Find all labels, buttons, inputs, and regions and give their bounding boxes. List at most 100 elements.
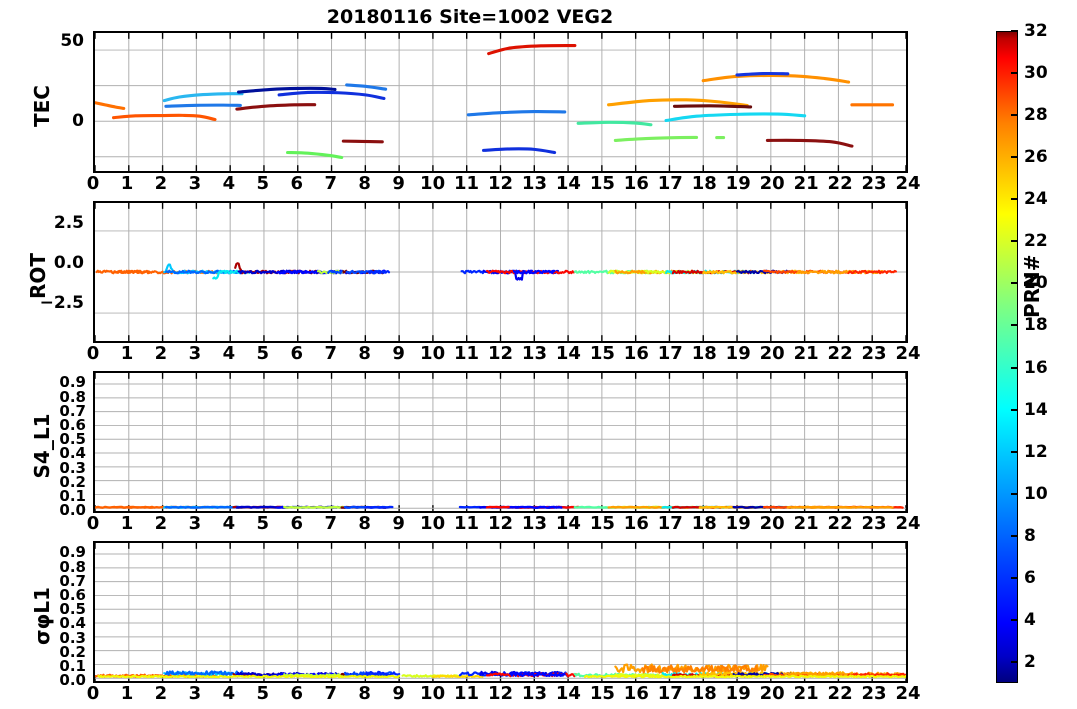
tec-series-line: [235, 103, 317, 111]
xtick-label: 8: [358, 683, 371, 704]
s4l1-series-line: [786, 505, 894, 509]
s4l1-ytick: 0.9: [59, 373, 86, 392]
s4l1-ytick: 0.0: [59, 501, 86, 520]
xtick-label: 2: [154, 343, 168, 364]
xtick-label: 12: [487, 343, 514, 364]
xtick-label: 6: [290, 173, 304, 194]
xtick-label: 17: [657, 343, 683, 364]
xtick-label: 16: [623, 173, 649, 194]
sigmaphi-ytick: 0.0: [59, 671, 86, 690]
xtick-label: 18: [691, 513, 717, 534]
xtick-label: 11: [454, 683, 480, 704]
xtick-label: 13: [521, 683, 547, 704]
xtick-label: 2: [154, 513, 168, 534]
colorbar-tickmark: [1011, 660, 1018, 663]
xtick-label: 0: [86, 683, 100, 704]
xtick-label: 24: [895, 173, 921, 194]
s4l1-series-line: [164, 505, 244, 509]
xtick-label: 24: [895, 513, 921, 534]
tec-ytick-0: 0: [72, 111, 84, 131]
tec-series-line: [286, 150, 344, 160]
figure-title: 20180116 Site=1002 VEG2: [326, 6, 614, 28]
tec-xtick-labels: 0 1 2 3 4 5 6 7 8 9 10 11 12 13 14 15 16 17 18 19 20 21 22 23 24: [87, 173, 921, 197]
s4l1-ytick: 0.4: [59, 444, 86, 463]
s4l1-ytick: 0.7: [59, 401, 86, 420]
tec-series-line: [664, 112, 807, 123]
xtick-label: 19: [725, 683, 751, 704]
s4l1-ytick: 0.6: [59, 415, 86, 434]
xtick-label: 1: [120, 683, 134, 704]
xtick-label: 2: [154, 173, 168, 194]
xtick-label: 23: [861, 173, 887, 194]
tec-series-line: [162, 92, 244, 103]
colorbar-tick-label: 16: [1024, 357, 1048, 378]
xtick-label: 11: [454, 513, 480, 534]
tec-series-line: [466, 109, 567, 117]
colorbar-gradient: [996, 31, 1018, 683]
xtick-label: 6: [290, 513, 304, 534]
xtick-label: 20: [759, 173, 785, 194]
sigmaphi-ytick: 0.5: [59, 600, 86, 619]
xtick-label: 9: [392, 513, 405, 534]
xtick-label: 8: [358, 343, 371, 364]
colorbar-tick-label: 20: [1024, 273, 1048, 294]
xtick-label: 8: [358, 513, 371, 534]
xtick-label: 5: [256, 683, 270, 704]
xtick-label: 11: [454, 173, 480, 194]
tec-series-line: [701, 73, 851, 84]
colorbar-tickmark: [1011, 576, 1018, 579]
colorbar-tickmark: [1011, 240, 1018, 243]
tec-series-line: [735, 71, 790, 77]
xtick-label: 21: [793, 513, 819, 534]
xtick-label: 4: [222, 513, 236, 534]
colorbar-tickmark: [1011, 450, 1018, 453]
xtick-label: 20: [759, 343, 785, 364]
colorbar-label: PRN#: [1020, 254, 1044, 318]
xtick-label: 18: [691, 683, 717, 704]
xtick-label: 13: [521, 513, 547, 534]
rot-ytick-m25: −2.5: [39, 293, 84, 313]
xtick-label: 15: [589, 173, 615, 194]
xtick-label: 20: [759, 513, 785, 534]
xtick-label: 19: [725, 173, 751, 194]
tec-series-line: [576, 120, 653, 127]
sigmaphi-ytick: 0.6: [59, 585, 86, 604]
colorbar-tick-label: 32: [1024, 21, 1048, 41]
colorbar-tickmark: [1011, 492, 1018, 495]
sigmaphi-series-line: [431, 674, 485, 679]
xtick-label: 14: [555, 343, 581, 364]
colorbar-tickmark: [1011, 198, 1018, 201]
colorbar-tick-label: 8: [1024, 525, 1036, 546]
rot-ytick-p25: 2.5: [53, 213, 84, 233]
xtick-label: 22: [827, 343, 853, 364]
sigmaphi-ytick: 0.4: [59, 614, 86, 633]
tec-series-line: [237, 86, 337, 94]
xtick-label: 20: [759, 683, 785, 704]
colorbar-tickmark: [1011, 618, 1018, 621]
xtick-label: 14: [555, 683, 581, 704]
xtick-label: 7: [324, 683, 337, 704]
tec-ytick-50: 50: [60, 31, 84, 51]
sigmaphi-plot-area: [95, 543, 906, 681]
rot-plot-area: [95, 203, 906, 341]
sigmaphi-series-line: [583, 674, 906, 679]
rot-series-line: [327, 269, 343, 275]
colorbar-tick-label: 30: [1024, 63, 1048, 84]
colorbar-tickmark: [1011, 72, 1018, 75]
xtick-label: 21: [793, 683, 819, 704]
sigmaphi-panel: [93, 541, 908, 683]
tec-series-line: [672, 104, 753, 109]
colorbar-tickmark: [1011, 114, 1018, 117]
colorbar-tickmark: [1011, 366, 1018, 369]
sigmaphi-ytick: 0.7: [59, 571, 86, 590]
colorbar-tick-label: 14: [1024, 399, 1048, 420]
s4l1-xtick-labels: 0 1 2 3 4 5 6 7 8 9 10 11 12 13 14 15 16 17 18 19 20 21 22 23 24: [87, 513, 921, 537]
xtick-label: 16: [623, 683, 649, 704]
s4l1-panel: [93, 371, 908, 513]
xtick-label: 5: [256, 513, 270, 534]
xtick-label: 14: [555, 513, 581, 534]
tec-series-line: [95, 101, 126, 110]
xtick-label: 17: [657, 683, 683, 704]
tec-series-line: [164, 103, 242, 108]
xtick-label: 18: [691, 173, 717, 194]
